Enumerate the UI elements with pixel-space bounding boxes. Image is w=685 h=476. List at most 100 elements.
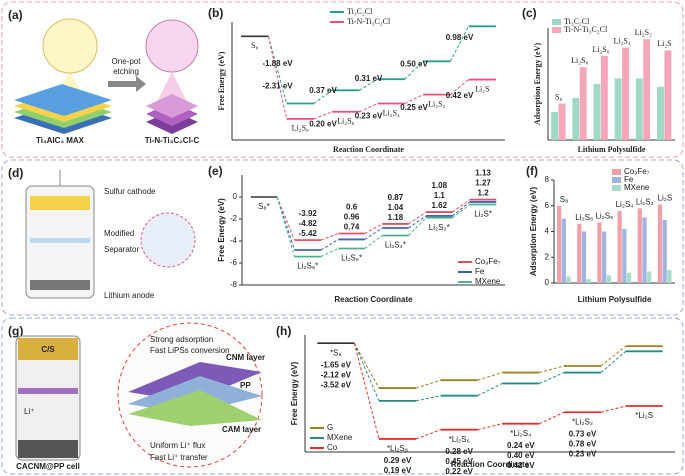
connector	[450, 79, 469, 95]
legend-label: Fe	[624, 175, 634, 184]
zoom-circle	[42, 18, 98, 74]
legend-label: Co	[327, 443, 338, 452]
x-axis-label: Reaction Coordinate	[451, 460, 530, 469]
connector	[359, 103, 378, 113]
bar	[579, 67, 587, 140]
value-label: 0.45 eV	[445, 457, 473, 466]
y-tick-label: 0	[545, 278, 550, 287]
y-tick-label: -4	[230, 236, 238, 245]
category-label: Li₂S₆*	[341, 254, 362, 263]
value-label: 0.19 eV	[384, 466, 412, 475]
value-label: 1.62	[431, 201, 447, 210]
y-tick-label: -6	[230, 258, 238, 267]
panel-label: (d)	[8, 166, 23, 180]
value-label: 1.1	[434, 191, 446, 200]
legend-label: Ti-N-Ti₃C₂Cl	[564, 25, 608, 34]
value-label: 1.18	[388, 213, 404, 222]
panel-label: (h)	[276, 324, 291, 338]
category-label: S₈	[251, 41, 258, 50]
y-tick-label: -8	[230, 280, 238, 289]
bar	[551, 112, 559, 140]
connector	[320, 248, 339, 258]
cathode-label: C/S	[41, 345, 55, 354]
legend-label: MXene	[475, 277, 501, 286]
connector	[415, 395, 441, 402]
connector	[313, 111, 333, 120]
y-tick-label: 8	[545, 175, 550, 184]
connector	[364, 223, 383, 234]
zoom-circle	[145, 19, 199, 73]
product-layers	[146, 94, 198, 134]
y-tick-label: -2	[230, 214, 238, 223]
category-label: *Li₂S₄	[510, 429, 531, 438]
feature-label: Strong adsorption	[150, 335, 213, 344]
max-layers	[14, 84, 112, 134]
bar	[643, 39, 651, 141]
value-label: 0.23 eV	[355, 112, 383, 121]
connector	[364, 235, 383, 249]
separator	[18, 388, 78, 394]
layer-label: PP	[240, 381, 251, 390]
row-frame	[1, 317, 684, 475]
bar	[622, 47, 629, 140]
legend-label: G	[327, 423, 333, 432]
legend-swatch	[612, 177, 621, 183]
panel-label: (e)	[208, 164, 223, 178]
connector	[353, 342, 380, 389]
bar	[664, 50, 672, 140]
connector	[449, 26, 470, 62]
connector	[359, 78, 378, 91]
connector	[477, 423, 503, 431]
component-label: Lithium anode	[104, 291, 155, 300]
legend-label: Fe	[475, 267, 485, 276]
category-label: Li₂S₈	[575, 213, 593, 222]
x-axis-label: Lithium Polysulfide	[578, 145, 646, 154]
bar	[606, 275, 611, 283]
anode	[18, 440, 78, 458]
bar	[614, 78, 622, 140]
value-label: 0.24 eV	[507, 441, 535, 450]
arrow-head	[136, 76, 146, 92]
category-label: Li₂S₄	[383, 108, 400, 117]
panel-label: (f)	[526, 164, 538, 178]
panel-label: (a)	[8, 8, 23, 22]
category-label: Li₂S₄*	[385, 241, 406, 250]
category-label: *S₈	[330, 348, 342, 357]
value-label: 0.28 eV	[445, 447, 473, 456]
material-label: Ti-N-Ti₃C₂Cl-C	[145, 136, 200, 145]
panel-label: (b)	[208, 6, 223, 20]
value-label: 0.87	[388, 193, 404, 202]
connector	[404, 94, 424, 104]
layer-label: CAM layer	[222, 425, 261, 434]
value-label: 0.6	[346, 203, 358, 212]
legend-swatch	[612, 169, 621, 175]
value-label: -1.65 eV	[321, 360, 352, 369]
x-axis-label: Lithium Polysulfide	[578, 295, 652, 304]
value-label: 0.42 eV	[507, 461, 535, 470]
bar	[557, 205, 562, 283]
cathode	[30, 196, 90, 210]
y-axis-label: Adsorption Energy (eV)	[529, 186, 538, 276]
value-label: -4.82	[299, 219, 318, 228]
zoom-circle	[140, 212, 196, 268]
legend-swatch	[552, 27, 561, 33]
value-label: 0.23 eV	[569, 449, 597, 458]
y-axis-label: Adsorption Energy (eV)	[533, 43, 542, 126]
component-label: Modified	[104, 229, 134, 238]
bar	[662, 219, 667, 283]
bar	[600, 56, 608, 140]
category-label: Li₂S₆	[595, 212, 613, 221]
y-tick-label: 6	[545, 201, 550, 210]
cam-sheet	[128, 390, 262, 426]
bar	[657, 204, 663, 283]
bar	[566, 276, 571, 283]
value-label: 1.27	[475, 179, 491, 188]
category-label: *Li₂S₂	[572, 417, 593, 426]
bar	[635, 78, 643, 140]
connector	[452, 204, 471, 219]
value-label: -3.92	[299, 209, 318, 218]
zoom-cone	[158, 72, 186, 100]
category-label: Li₂S₆	[337, 117, 354, 126]
value-label: 0.20 eV	[309, 119, 337, 128]
